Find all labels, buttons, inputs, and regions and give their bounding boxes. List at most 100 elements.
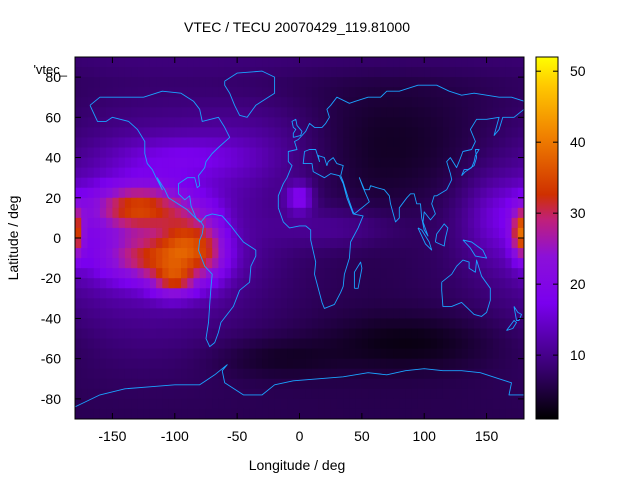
heatmap-cell — [374, 197, 382, 209]
heatmap-cell — [480, 378, 488, 390]
heatmap-cell — [505, 207, 513, 219]
heatmap-cell — [511, 147, 519, 159]
heatmap-cell — [305, 318, 313, 329]
heatmap-cell — [205, 97, 213, 108]
heatmap-cell — [156, 197, 163, 209]
heatmap-cell — [131, 67, 138, 78]
heatmap-cell — [324, 67, 332, 78]
heatmap-cell — [293, 167, 300, 179]
heatmap-cell — [343, 268, 350, 279]
heatmap-cell — [480, 207, 488, 219]
heatmap-cell — [87, 167, 95, 179]
heatmap-cell — [143, 328, 151, 340]
heatmap-cell — [143, 238, 151, 249]
heatmap-cell — [311, 408, 319, 420]
y-tick-label: -80 — [41, 391, 61, 407]
heatmap-cell — [467, 408, 475, 420]
heatmap-cell — [324, 328, 332, 340]
heatmap-cell — [386, 107, 394, 118]
heatmap-cell — [99, 238, 107, 249]
heatmap-cell — [112, 308, 120, 319]
heatmap-cell — [168, 107, 176, 118]
heatmap-cell — [467, 197, 475, 209]
heatmap-cell — [417, 57, 425, 68]
heatmap-cell — [355, 328, 363, 340]
heatmap-cell — [499, 107, 506, 118]
heatmap-cell — [99, 358, 107, 370]
heatmap-cell — [380, 388, 388, 400]
heatmap-cell — [492, 187, 500, 199]
heatmap-cell — [156, 207, 163, 219]
heatmap-cell — [106, 217, 113, 229]
heatmap-cell — [274, 177, 282, 189]
heatmap-cell — [517, 278, 525, 289]
heatmap-cell — [424, 268, 431, 279]
heatmap-cell — [243, 258, 251, 269]
heatmap-cell — [162, 388, 170, 400]
heatmap-cell — [318, 137, 325, 148]
heatmap-cell — [374, 87, 382, 98]
heatmap-cell — [243, 268, 251, 279]
coastline-japan — [461, 149, 480, 177]
heatmap-cell — [324, 167, 332, 179]
heatmap-cell — [461, 187, 469, 199]
heatmap-cell — [436, 227, 444, 239]
heatmap-cell — [174, 197, 182, 209]
heatmap-cell — [168, 378, 176, 390]
heatmap-cell — [467, 308, 475, 319]
heatmap-cell — [174, 318, 182, 329]
heatmap-cell — [361, 197, 369, 209]
heatmap-cell — [349, 358, 357, 370]
heatmap-cell — [492, 107, 500, 118]
heatmap-cell — [124, 408, 132, 420]
heatmap-cell — [474, 298, 481, 309]
heatmap-cell — [480, 117, 488, 128]
heatmap-cell — [87, 157, 95, 169]
heatmap-cell — [324, 137, 332, 148]
heatmap-cell — [124, 278, 132, 289]
heatmap-cell — [467, 298, 475, 309]
heatmap-cell — [343, 298, 350, 309]
heatmap-cell — [474, 308, 481, 319]
heatmap-cell — [330, 408, 338, 420]
heatmap-cell — [480, 197, 488, 209]
heatmap-cell — [262, 227, 269, 239]
heatmap-cell — [262, 117, 269, 128]
heatmap-cell — [99, 97, 107, 108]
heatmap-cell — [149, 167, 157, 179]
heatmap-cell — [424, 217, 431, 229]
heatmap-cell — [156, 358, 163, 370]
heatmap-cell — [349, 107, 357, 118]
heatmap-cell — [336, 308, 344, 319]
heatmap-cell — [262, 298, 269, 309]
heatmap-cell — [455, 268, 463, 279]
heatmap-cell — [230, 408, 238, 420]
heatmap-cell — [380, 408, 388, 420]
heatmap-cell — [224, 298, 232, 309]
heatmap-cell — [380, 177, 388, 189]
heatmap-cell — [274, 338, 282, 350]
heatmap-cell — [143, 288, 151, 299]
heatmap-cell — [168, 388, 176, 400]
heatmap-cell — [343, 77, 350, 88]
heatmap-cell — [262, 288, 269, 299]
heatmap-cell — [461, 358, 469, 370]
heatmap-cell — [368, 107, 375, 118]
heatmap-cell — [212, 328, 219, 340]
heatmap-cell — [255, 248, 263, 259]
heatmap-cell — [330, 137, 338, 148]
heatmap-cell — [118, 97, 126, 108]
heatmap-cell — [461, 157, 469, 169]
heatmap-cell — [137, 127, 145, 138]
heatmap-cell — [380, 328, 388, 340]
heatmap-cell — [455, 358, 463, 370]
heatmap-cell — [268, 117, 276, 128]
heatmap-cell — [112, 77, 120, 88]
heatmap-cell — [393, 57, 400, 68]
heatmap-cell — [112, 408, 120, 420]
heatmap-cell — [249, 127, 257, 138]
heatmap-cell — [280, 368, 288, 380]
heatmap-cell — [442, 268, 450, 279]
heatmap-cell — [343, 248, 350, 259]
heatmap-cell — [449, 328, 456, 340]
